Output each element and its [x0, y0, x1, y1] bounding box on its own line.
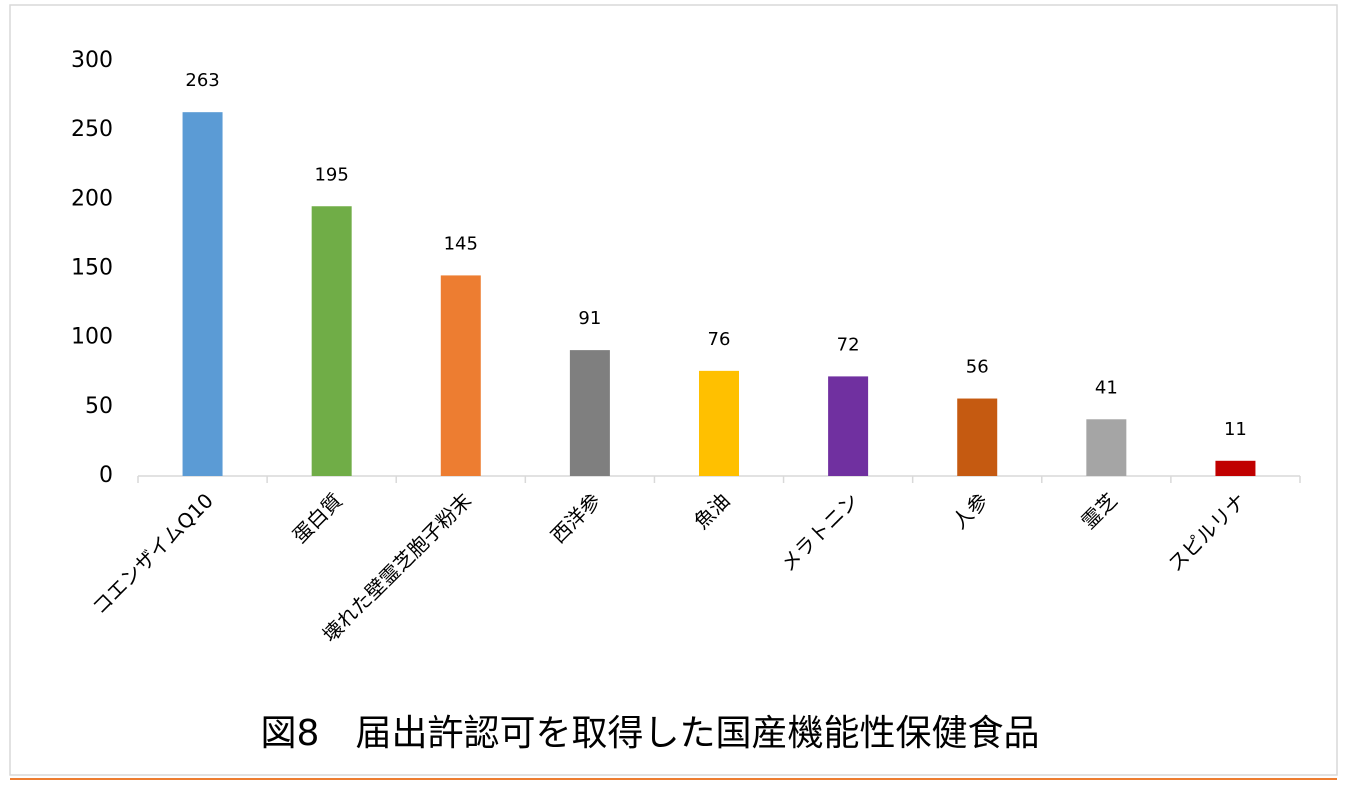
y-tick-label: 300	[71, 48, 113, 73]
chart-title: 図8 届出許認可を取得した国産機能性保健食品	[261, 713, 1040, 754]
y-tick-label: 150	[71, 256, 113, 281]
bar	[569, 350, 610, 476]
y-tick-label: 0	[99, 463, 113, 488]
value-label: 56	[966, 357, 989, 378]
value-label: 91	[578, 308, 601, 329]
y-tick-label: 250	[71, 117, 113, 142]
value-label: 195	[314, 164, 348, 185]
bar	[440, 275, 481, 476]
value-label: 145	[444, 233, 478, 254]
bar	[1215, 460, 1256, 476]
value-label: 11	[1224, 419, 1247, 440]
value-label: 263	[185, 70, 219, 91]
value-label: 76	[708, 329, 731, 350]
value-label: 41	[1095, 377, 1118, 398]
bar	[311, 206, 352, 476]
bar	[182, 112, 223, 476]
bar	[699, 370, 739, 476]
bar	[828, 376, 869, 476]
bar	[1086, 419, 1127, 476]
value-label: 72	[837, 334, 860, 355]
bar	[957, 398, 998, 476]
y-tick-label: 100	[71, 325, 113, 350]
y-tick-label: 50	[85, 394, 113, 419]
chart-border	[9, 4, 1338, 776]
y-tick-label: 200	[71, 186, 113, 211]
